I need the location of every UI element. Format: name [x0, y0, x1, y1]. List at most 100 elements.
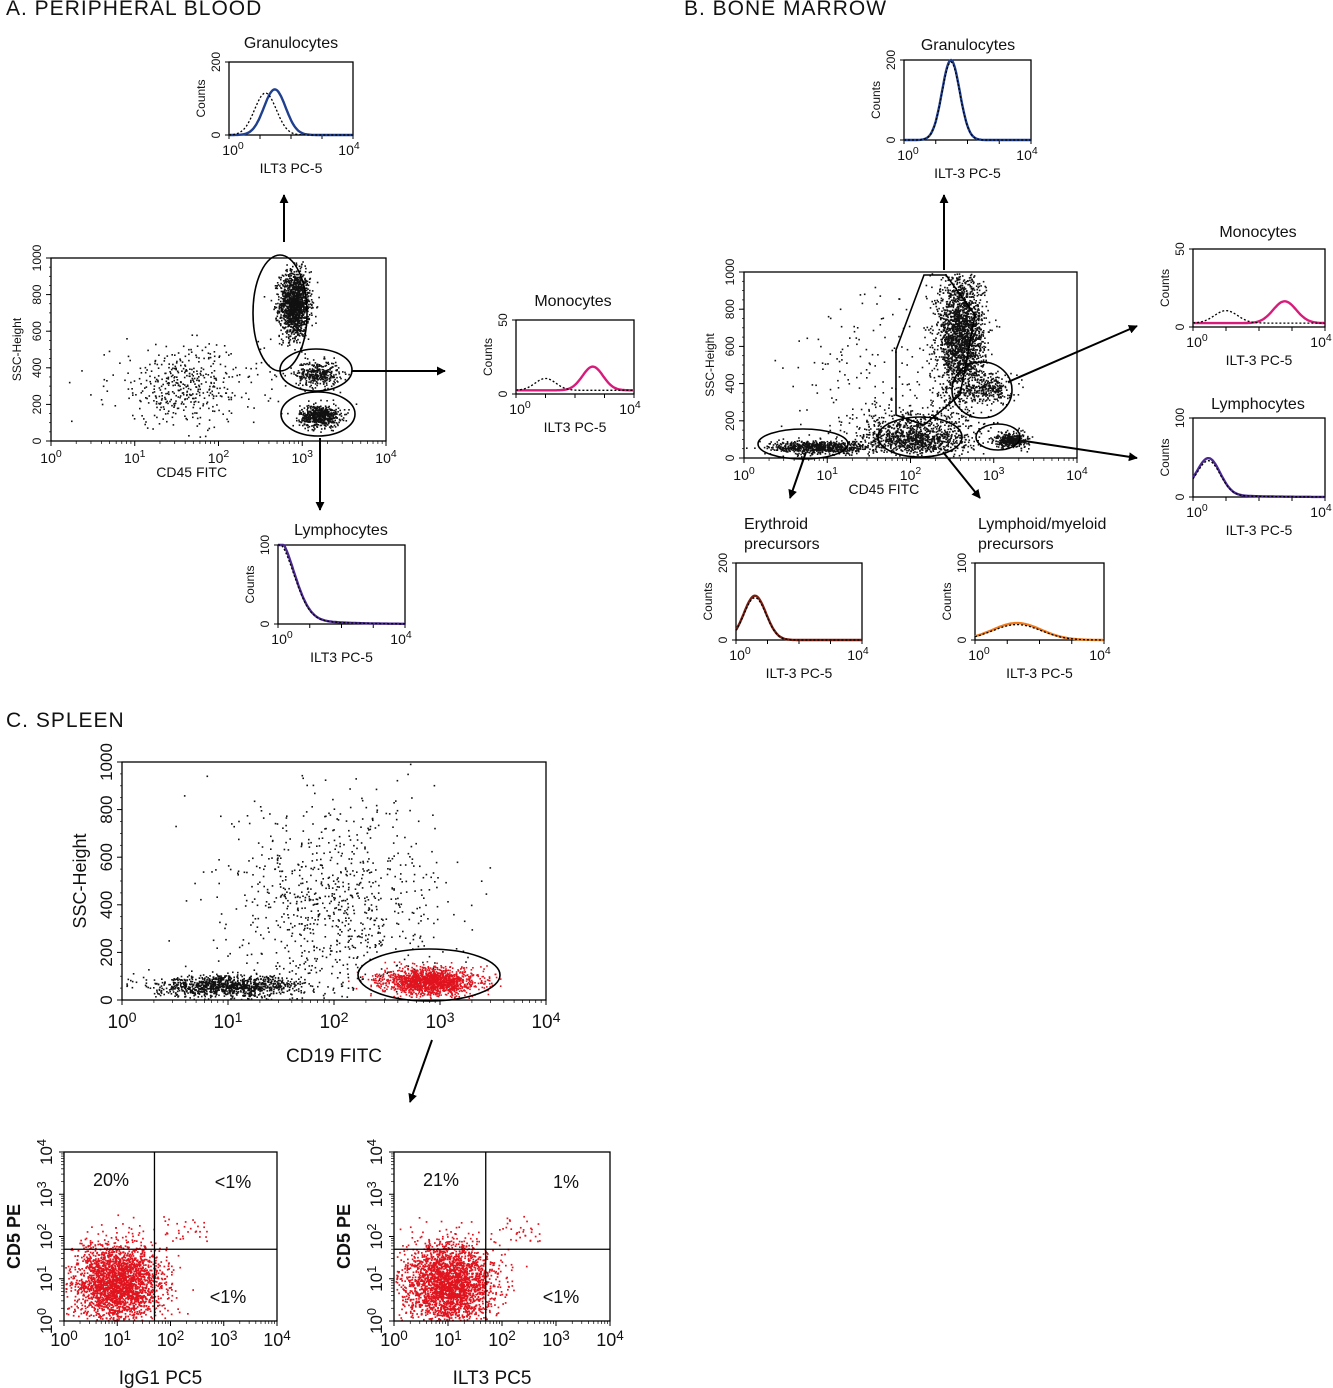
event-dot-granulocyte — [940, 318, 942, 321]
event-dot-granulocyte — [957, 378, 959, 381]
event-dot-lymphocyte — [319, 412, 322, 415]
event-dot-debris — [175, 368, 177, 370]
event-dot-granulocyte — [302, 317, 305, 319]
event-dot-granulocyte — [300, 304, 302, 306]
event-dot-granulocyte — [967, 389, 969, 392]
event-dot-granulocyte — [282, 340, 284, 342]
event-dot-lymphocyte — [299, 405, 301, 407]
event-dot-granulocyte — [969, 319, 971, 322]
event-dot-granulocyte — [950, 425, 953, 427]
event-dot-lymphocyte — [318, 416, 321, 419]
event-dot-monocyte — [326, 371, 328, 373]
event-dot-monocyte — [310, 370, 312, 372]
event-dot-debris — [193, 377, 196, 380]
event-dot-granulocyte — [949, 329, 951, 332]
event-dot-lymphocyte — [305, 420, 307, 423]
event-dot-granulocyte — [957, 377, 959, 380]
event-dot-granulocyte — [290, 317, 292, 319]
event-dot-granulocyte — [298, 335, 301, 337]
event-dot-lymphocyte — [308, 415, 310, 417]
event-dot-granulocyte — [938, 356, 941, 358]
event-dot-granulocyte — [300, 302, 302, 304]
event-dot-monocyte — [329, 376, 332, 378]
event-dot-debris — [153, 400, 155, 402]
event-dot-granulocyte — [971, 279, 973, 281]
event-dot-monocyte — [315, 374, 317, 376]
event-dot-monocyte — [317, 365, 319, 367]
event-dot-debris — [252, 421, 255, 424]
event-dot-lymphocyte — [322, 411, 324, 414]
event-dot-granulocyte — [969, 332, 971, 334]
event-dot-granulocyte — [957, 363, 959, 366]
event-dot-monocyte — [301, 364, 303, 366]
event-dot-debris — [208, 419, 211, 421]
event-dot-lymphocyte — [326, 400, 328, 402]
event-dot-granulocyte — [943, 358, 946, 361]
event-dot-granulocyte — [932, 400, 934, 402]
event-dot-granulocyte — [941, 343, 944, 345]
event-dot-lymphocyte — [331, 409, 333, 411]
event-dot-granulocyte — [942, 336, 945, 338]
event-dot-debris — [170, 375, 173, 378]
event-dot-granulocyte — [293, 311, 295, 314]
event-dot-granulocyte — [289, 285, 291, 287]
event-dot-granulocyte — [276, 282, 279, 284]
event-dot-granulocyte — [956, 365, 958, 367]
event-dot-granulocyte — [292, 337, 294, 340]
event-dot-monocyte — [334, 365, 337, 367]
event-dot-monocyte — [316, 382, 319, 385]
event-dot-debris — [191, 377, 194, 380]
event-dot-debris — [203, 357, 205, 360]
event-dot-debris — [158, 423, 161, 425]
event-dot-granulocyte — [995, 319, 997, 322]
event-dot-granulocyte — [936, 395, 939, 397]
event-dot-granulocyte — [942, 323, 944, 326]
event-dot-granulocyte — [285, 305, 288, 308]
event-dot-granulocyte — [278, 342, 281, 345]
event-dot-granulocyte — [291, 293, 294, 295]
event-dot-monocyte — [304, 357, 307, 359]
event-dot-debris — [198, 423, 201, 425]
event-dot-granulocyte — [937, 359, 939, 361]
event-dot-granulocyte — [949, 398, 952, 400]
event-dot-granulocyte — [293, 337, 296, 339]
event-dot-granulocyte — [291, 307, 293, 309]
event-dot-granulocyte — [288, 294, 291, 296]
event-dot-granulocyte — [312, 302, 315, 304]
event-dot-granulocyte — [281, 274, 284, 277]
event-dot-lymphocyte — [307, 429, 309, 432]
event-dot-granulocyte — [945, 350, 948, 353]
event-dot-lymphocyte — [316, 415, 319, 418]
event-dot-debris — [213, 382, 215, 384]
event-dot-monocyte — [324, 377, 326, 380]
event-dot-granulocyte — [289, 304, 291, 307]
event-dot-granulocyte — [281, 298, 284, 300]
event-dot-granulocyte — [290, 291, 292, 294]
event-dot-monocyte — [313, 378, 316, 381]
event-dot-lymphocyte — [337, 411, 339, 413]
event-dot-debris — [223, 386, 226, 389]
event-dot-granulocyte — [965, 416, 967, 419]
event-dot-monocyte — [337, 381, 339, 383]
event-dot-granulocyte — [289, 306, 292, 309]
event-dot-granulocyte — [941, 338, 943, 341]
event-dot-granulocyte — [300, 309, 302, 311]
event-dot-granulocyte — [302, 330, 304, 332]
event-dot-granulocyte — [953, 397, 956, 399]
event-dot-debris — [180, 403, 183, 405]
event-dot-granulocyte — [947, 364, 950, 367]
event-dot-granulocyte — [300, 311, 303, 313]
event-dot-granulocyte — [963, 311, 966, 314]
event-dot-monocyte — [315, 372, 317, 375]
event-dot-granulocyte — [941, 317, 943, 319]
event-dot-granulocyte — [973, 275, 976, 277]
event-dot-lymphocyte — [310, 411, 313, 414]
event-dot-granulocyte — [945, 315, 947, 317]
event-dot-debris — [184, 371, 186, 374]
event-dot-monocyte — [320, 376, 322, 379]
event-dot-granulocyte — [294, 315, 296, 318]
event-dot-granulocyte — [974, 345, 976, 347]
event-dot-granulocyte — [953, 331, 955, 334]
event-dot-granulocyte — [955, 322, 957, 325]
event-dot-granulocyte — [959, 275, 961, 278]
